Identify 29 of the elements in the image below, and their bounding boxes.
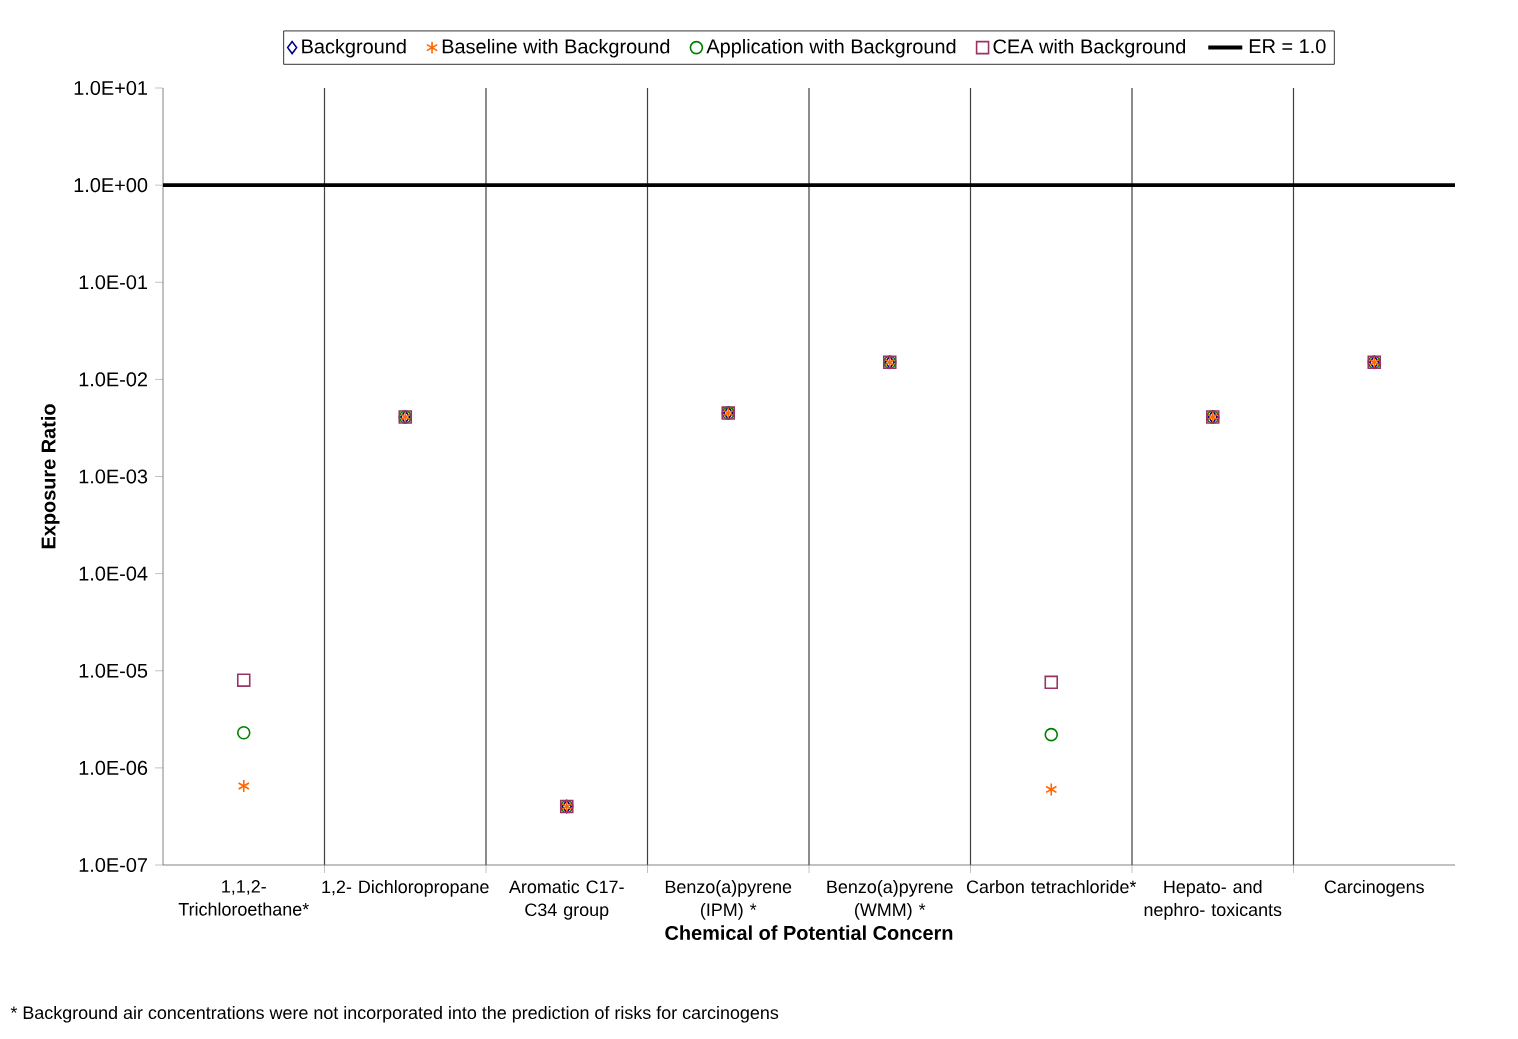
- legend-label: Application with Background: [706, 38, 956, 58]
- legend-label: Background: [302, 38, 406, 58]
- legend-label: ER = 1.0: [1249, 39, 1326, 54]
- legend-label: Baseline with Background: [442, 38, 670, 58]
- x-tick-label: Aromatic C17-C34 group: [508, 880, 624, 920]
- y-axis-title: Exposure Ratio: [40, 404, 60, 549]
- y-tick-label: 1.0E-07: [79, 857, 147, 873]
- y-tick-label: 1.0E-06: [79, 760, 148, 775]
- y-tick-label: 1.0E-02: [79, 372, 147, 387]
- x-tick-label: Hepato- and nephro- toxicants: [1144, 880, 1282, 920]
- legend-label: CEA with Background: [993, 38, 1186, 58]
- point: [1044, 727, 1059, 742]
- point: [236, 725, 251, 740]
- y-tick-label: 1.0E+00: [74, 178, 148, 193]
- x-axis-title: Chemical of Potential Concern: [665, 925, 953, 940]
- x-tick-label: 1,1,2- Trichloroethane*: [178, 880, 309, 916]
- point: [1044, 675, 1059, 690]
- y-tick-label: 1.0E-03: [79, 469, 148, 484]
- y-tick-label: 1.0E-04: [79, 566, 148, 581]
- y-tick-label: 1.0E+01: [74, 80, 148, 96]
- x-tick-label: 1,2- Dichloropropane: [322, 880, 489, 897]
- x-tick-label: Benzo(a)pyrene (WMM) *: [827, 880, 953, 920]
- y-tick-label: 1.0E-05: [79, 663, 148, 678]
- x-tick-label: Benzo(a)pyrene (IPM) *: [665, 880, 792, 920]
- point: [236, 673, 251, 687]
- text: * Background air concentrations were not incorporated into the prediction of risks for carcinogens: [10, 1005, 779, 1023]
- x-tick-label: Carcinogens: [1324, 880, 1424, 897]
- x-tick-label: Carbon tetrachloride*: [966, 880, 1137, 894]
- y-tick-label: 1.0E-01: [79, 275, 148, 290]
